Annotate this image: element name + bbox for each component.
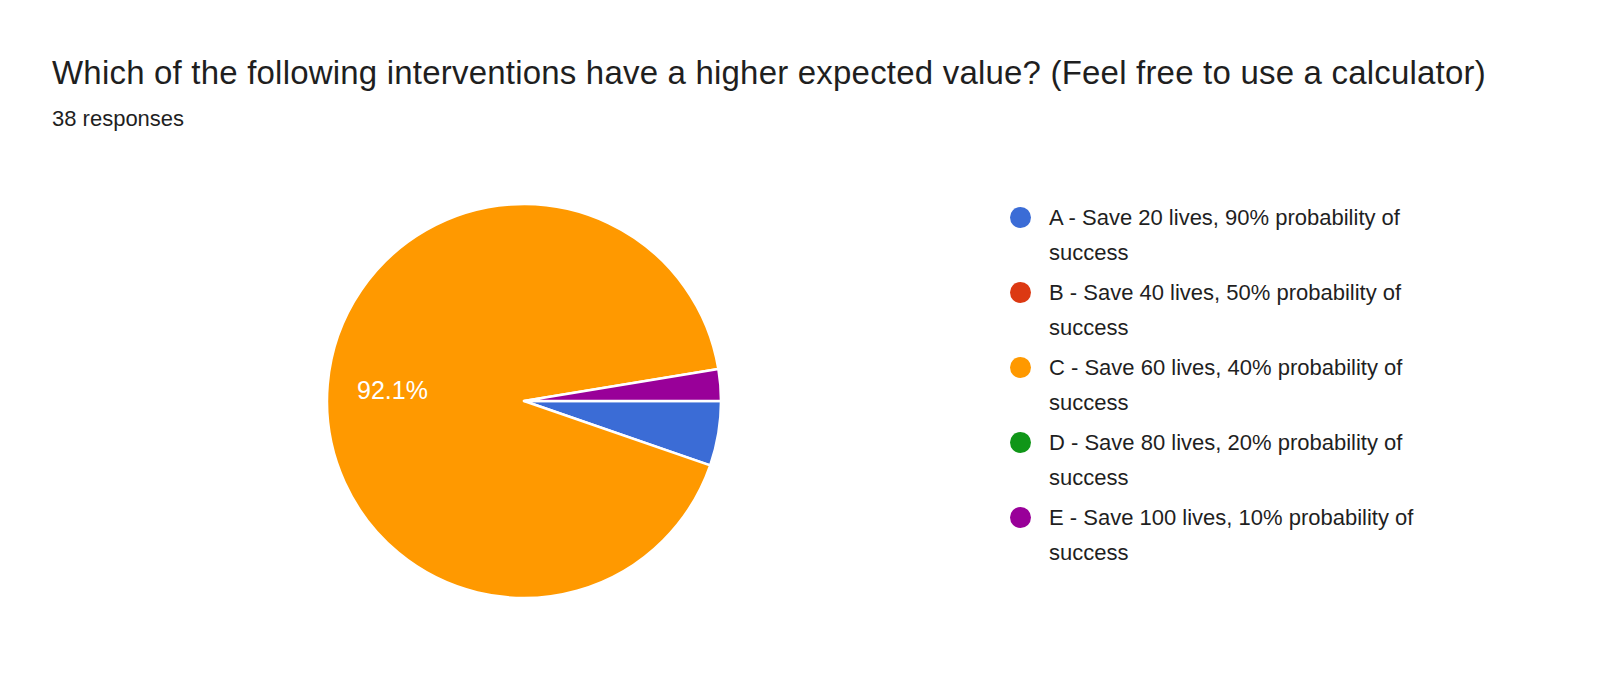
legend-item: B - Save 40 lives, 50% probability of su… [1010, 275, 1470, 345]
legend-color-dot [1010, 432, 1031, 453]
legend-color-dot [1010, 282, 1031, 303]
legend-item-label: B - Save 40 lives, 50% probability of su… [1049, 275, 1470, 345]
legend-item: E - Save 100 lives, 10% probability of s… [1010, 500, 1470, 570]
legend-color-dot [1010, 357, 1031, 378]
legend: A - Save 20 lives, 90% probability of su… [1010, 200, 1470, 575]
legend-item-label: D - Save 80 lives, 20% probability of su… [1049, 425, 1470, 495]
legend-color-dot [1010, 207, 1031, 228]
legend-item-label: C - Save 60 lives, 40% probability of su… [1049, 350, 1470, 420]
legend-item-label: A - Save 20 lives, 90% probability of su… [1049, 200, 1470, 270]
legend-item-label: E - Save 100 lives, 10% probability of s… [1049, 500, 1470, 570]
legend-item: D - Save 80 lives, 20% probability of su… [1010, 425, 1470, 495]
legend-item: C - Save 60 lives, 40% probability of su… [1010, 350, 1470, 420]
pie-slice-percent-label: 92.1% [357, 376, 428, 404]
legend-color-dot [1010, 507, 1031, 528]
legend-item: A - Save 20 lives, 90% probability of su… [1010, 200, 1470, 270]
